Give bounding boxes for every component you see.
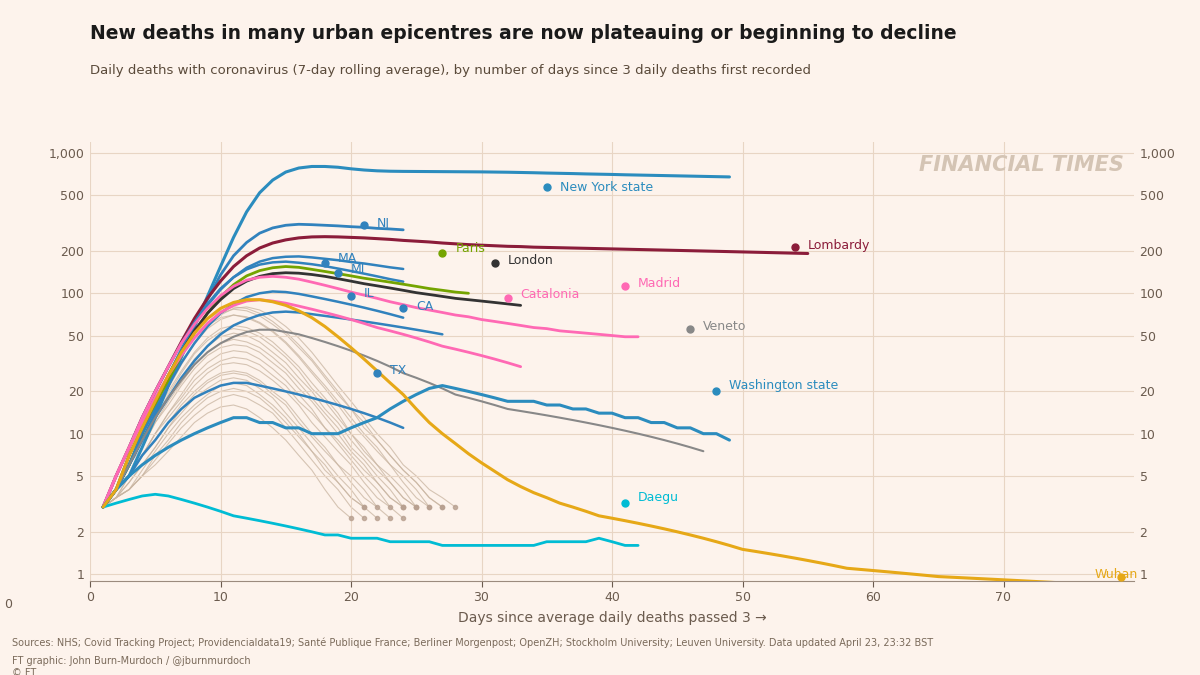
Text: FT graphic: John Burn-Murdoch / @jburnmurdoch: FT graphic: John Burn-Murdoch / @jburnmu… bbox=[12, 656, 251, 666]
Text: IL: IL bbox=[364, 287, 374, 300]
Text: FINANCIAL TIMES: FINANCIAL TIMES bbox=[919, 155, 1123, 175]
Text: Madrid: Madrid bbox=[638, 277, 682, 290]
Text: TX: TX bbox=[390, 364, 407, 377]
Text: 0: 0 bbox=[4, 598, 12, 611]
Text: MA: MA bbox=[338, 252, 358, 265]
Text: Wuhan: Wuhan bbox=[1094, 568, 1138, 580]
Text: New York state: New York state bbox=[560, 181, 653, 194]
Text: Washington state: Washington state bbox=[730, 379, 839, 392]
Text: Paris: Paris bbox=[456, 242, 485, 254]
Text: Veneto: Veneto bbox=[703, 320, 746, 333]
Text: MI: MI bbox=[352, 263, 365, 276]
X-axis label: Days since average daily deaths passed 3 →: Days since average daily deaths passed 3… bbox=[457, 611, 767, 625]
Text: Catalonia: Catalonia bbox=[521, 288, 580, 301]
Text: © FT: © FT bbox=[12, 668, 36, 675]
Text: Daegu: Daegu bbox=[638, 491, 679, 504]
Text: Daily deaths with coronavirus (7-day rolling average), by number of days since 3: Daily deaths with coronavirus (7-day rol… bbox=[90, 64, 811, 77]
Text: NJ: NJ bbox=[377, 217, 390, 230]
Text: New deaths in many urban epicentres are now plateauing or beginning to decline: New deaths in many urban epicentres are … bbox=[90, 24, 956, 43]
Text: Lombardy: Lombardy bbox=[808, 239, 870, 252]
Text: Sources: NHS; Covid Tracking Project; Providencialdata19; Santé Publique France;: Sources: NHS; Covid Tracking Project; Pr… bbox=[12, 638, 934, 649]
Text: London: London bbox=[508, 254, 553, 267]
Text: CA: CA bbox=[416, 300, 433, 313]
